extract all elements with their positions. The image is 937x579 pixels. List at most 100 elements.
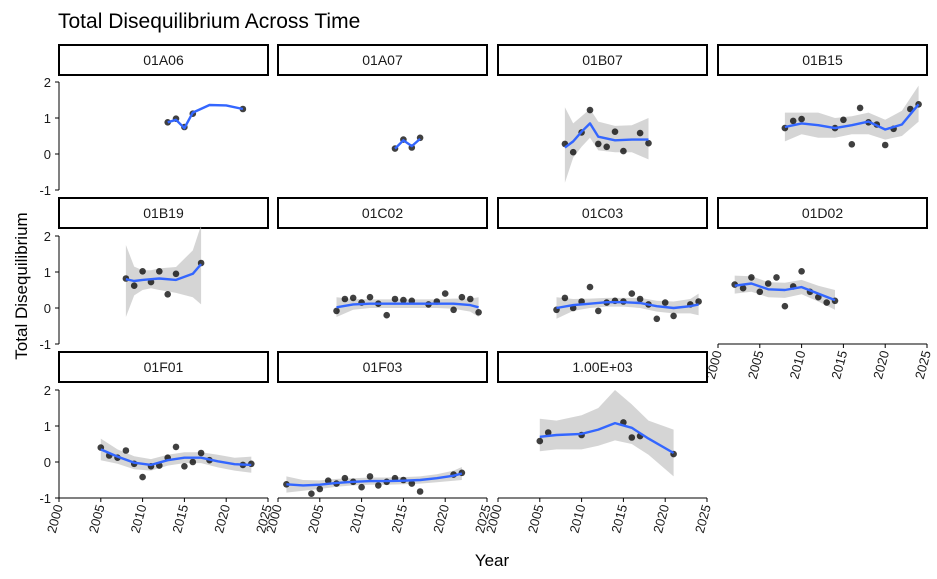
x-tick-label: 2010 [787,349,809,381]
data-point [164,291,171,298]
data-point [628,434,636,441]
y-tick-label: 0 [44,147,51,162]
facet-strip [497,197,708,229]
confidence-band [784,85,919,142]
data-point [645,139,652,147]
data-point [189,458,197,466]
x-tick-label: 2005 [305,503,327,535]
facet-strip-label: 1.00E+03 [572,359,633,375]
x-tick-label: 2020 [870,349,892,381]
facet-strip-label: 01B15 [802,52,843,68]
facet-strip [277,351,488,383]
data-point [341,474,349,482]
confidence-band [539,390,674,477]
data-point [798,268,805,275]
x-tick-label: 2025 [912,349,934,381]
data-point [358,483,365,491]
data-point [383,311,391,319]
data-point [661,299,669,306]
data-point [324,477,332,485]
facet-strip [277,44,488,76]
data-point [366,293,374,301]
chart-title: Total Disequilibrium Across Time [58,10,360,33]
y-tick-label: 2 [44,383,51,398]
data-point [620,147,627,155]
data-point [595,307,602,315]
facet-strip-label: 01C02 [362,205,403,221]
data-point [391,295,399,303]
data-point [122,447,130,454]
facet-strip-label: 01F03 [363,359,403,375]
x-tick-label: 2025 [472,503,494,535]
facet-strip [717,44,928,76]
facet-panel: 01B07 [497,44,708,183]
facet-strip-label: 01A07 [362,52,403,68]
y-tick-label: 0 [44,455,51,470]
data-point [316,485,324,493]
data-point [628,290,636,297]
smooth-line [784,103,920,131]
facet-strip [497,351,708,383]
data-point [848,141,856,148]
x-tick-label: 2015 [169,503,191,535]
data-point [748,274,755,281]
y-tick-label: 2 [44,75,51,90]
facet-panels: 01A06 -1 0 1 2 01A07 01B07 01B15 01B19 -1 0 1 2 01C02… [39,44,934,535]
x-tick-label: 2025 [253,503,275,535]
confidence-band [734,275,835,310]
confidence-band [556,293,699,319]
x-tick-label: 2005 [86,503,108,535]
data-point [840,116,847,124]
data-point [441,290,449,297]
facet-panel: 01A06 -1 0 1 2 [39,44,269,198]
facet-strip [58,44,269,76]
facet-strip-label: 01C03 [582,205,623,221]
x-tick-label: 2005 [525,503,547,535]
smooth-line [100,448,252,467]
data-point [695,298,702,305]
confidence-band [286,467,462,493]
x-tick-label: 2000 [703,349,725,381]
facet-strip-label: 01B19 [143,205,184,221]
x-tick-label: 2010 [347,503,369,535]
data-point [756,288,764,296]
data-point [798,115,805,123]
data-point [366,473,374,480]
data-point [475,309,482,316]
x-tick-label: 2020 [211,503,233,535]
data-point [172,270,180,278]
y-tick-label: -1 [39,183,51,198]
data-point [375,482,382,489]
facet-panel: 1.00E+03 2000 2005 2010 2015 2020 2025 [483,351,714,535]
data-point [569,148,577,156]
smooth-line [286,472,463,487]
facet-strip [58,197,269,229]
facet-panel: 01B19 -1 0 1 2 [39,197,269,352]
x-tick-label: 2015 [608,503,630,535]
data-point [400,296,407,304]
y-tick-label: 1 [44,111,51,126]
confidence-band [336,297,479,317]
x-axis-title: Year [475,551,510,570]
y-axis-title: Total Disequilibrium [12,212,31,359]
y-tick-label: 1 [44,419,51,434]
data-point [823,299,830,306]
facet-panel: 01F03 2000 2005 2010 2015 2020 2025 [263,351,494,535]
smooth-line [394,137,421,150]
y-tick-label: -1 [39,337,51,352]
data-point [156,268,163,275]
x-tick-label: 2025 [692,503,714,535]
y-tick-label: -1 [39,491,51,506]
data-point [781,302,789,310]
facet-strip [497,44,708,76]
y-tick-label: 2 [44,229,51,244]
data-point [670,312,677,320]
data-point [856,104,864,112]
smooth-line [125,263,203,283]
x-tick-label: 2000 [483,503,505,535]
data-point [333,307,340,315]
data-point [764,280,772,287]
facet-panel: 01F01 -1 0 1 2 2000 2005 2010 2015 2020 2025 [39,351,275,535]
data-point [595,140,602,148]
